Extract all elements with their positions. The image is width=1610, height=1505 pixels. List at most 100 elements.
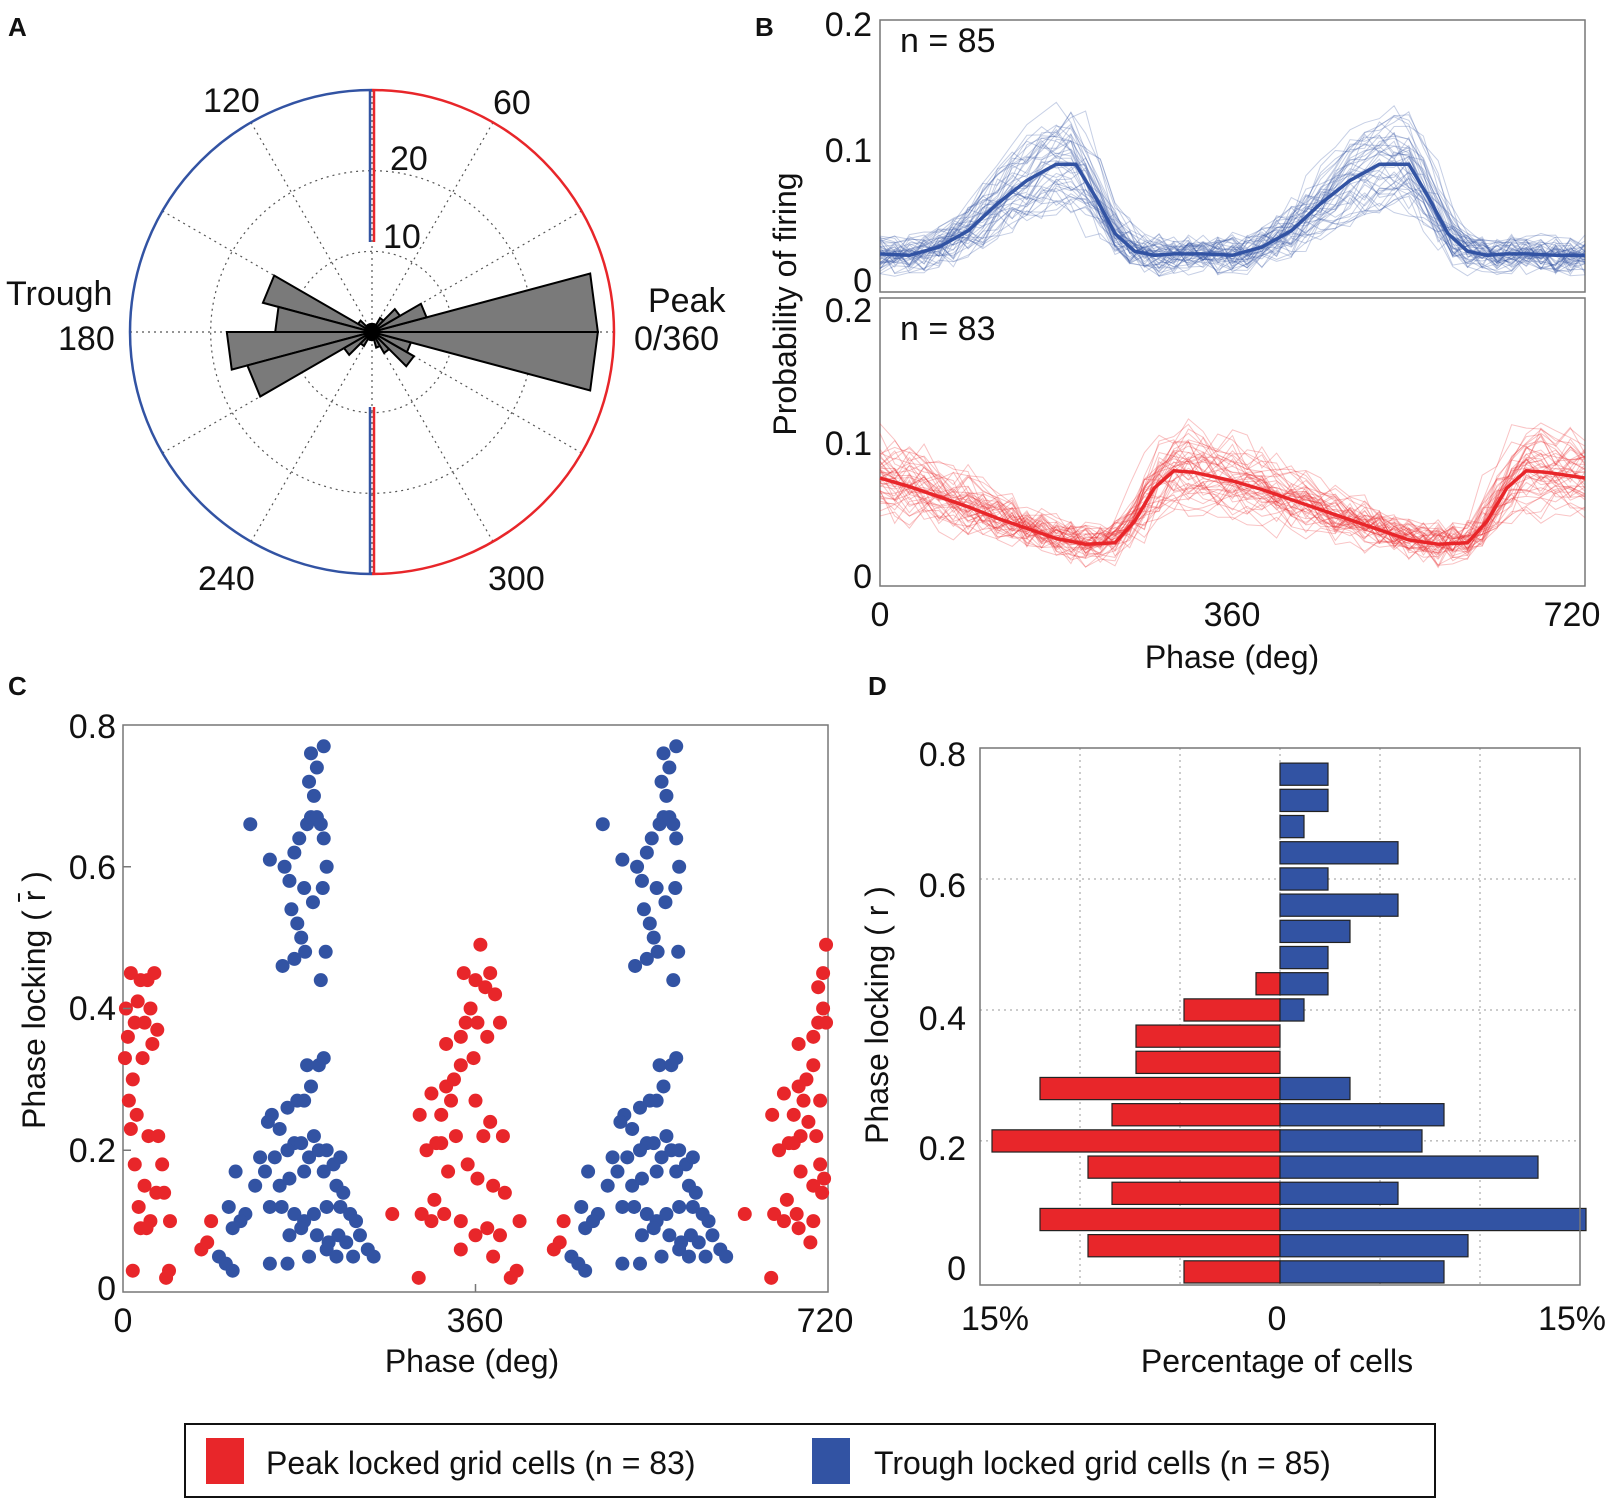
peak-point [456,966,471,981]
peak-point [816,966,831,981]
single-cell-trace [879,187,1586,274]
peak-bar [1039,1076,1281,1101]
trough-point [633,1143,647,1158]
peak-point [143,1001,158,1016]
angle-label-240: 240 [198,560,255,598]
trough-point [685,1150,700,1165]
trough-point [277,859,292,874]
trough-point [581,1164,596,1179]
trough-point [243,817,258,832]
single-cell-trace [879,131,1586,261]
trough-point [221,1199,236,1214]
peak-point [509,1263,524,1278]
peak-point [444,1093,459,1108]
trough-point [672,1242,687,1257]
peak-point [147,966,162,981]
trough-point [260,1114,275,1129]
c-ytick-0: 0 [97,1270,116,1308]
trough-bar [1279,1207,1587,1232]
peak-point [200,1235,215,1250]
trough-point [280,1256,295,1271]
single-cell-trace [879,500,1586,565]
trough-point [646,930,661,945]
peak-point [478,980,493,995]
radial-tick-20: 20 [390,140,428,178]
trough-point [634,1171,649,1186]
peak-point [817,1171,832,1186]
peak-point [809,1129,824,1144]
trough-point [304,1079,318,1094]
trough-bar [1279,867,1329,891]
peak-point [468,1093,483,1108]
c-axis-ticks [123,866,477,1292]
peak-point [480,1221,495,1236]
single-cell-trace [879,418,1586,550]
peak-point [816,1001,831,1016]
peak-point [811,980,826,995]
trough-point [228,1164,243,1179]
trough-point [274,1199,289,1214]
peak-point [427,1192,442,1207]
trough-point [659,1207,674,1222]
single-cell-trace [879,478,1586,552]
trough-point [649,1164,664,1179]
single-cell-trace [879,473,1586,555]
peak-point [120,1029,135,1044]
single-cell-trace [879,466,1586,553]
peak-bar [991,1129,1281,1153]
single-cell-trace [879,160,1586,264]
single-cell-trace [879,471,1586,554]
peak-point [434,1136,449,1151]
peak-point [157,1185,172,1200]
peak-point [150,1022,165,1037]
legend: Peak locked grid cells (n = 83) Trough l… [184,1423,1436,1498]
peak-point [137,1015,152,1030]
trough-point [316,1051,331,1066]
single-cell-trace [879,190,1586,263]
peak-bar [1183,1260,1281,1284]
trough-point [646,1136,661,1151]
single-cell-trace [879,146,1586,272]
trough-point [633,1100,647,1115]
peak-point [468,973,483,988]
b-top-ytick-02: 0.2 [825,6,872,44]
trough-point [701,1214,716,1229]
trough-point [659,788,674,803]
trough-point [302,774,317,789]
d-ytick-02: 0.2 [919,1130,966,1168]
peak-point [204,1214,219,1229]
trough-point [642,916,657,931]
peak-point [448,1129,463,1144]
trough-bar [1279,972,1329,996]
peak-point [163,1214,177,1229]
single-cell-trace [879,125,1586,266]
b-bottom-n-label: n = 83 [900,310,995,348]
trough-point [615,1256,630,1271]
polar-spoke-120 [250,122,373,333]
trough-point [292,831,307,846]
peak-point [779,1192,794,1207]
single-cell-trace [879,453,1586,552]
trough-point [659,1129,674,1144]
polar-spoke-30 [371,210,582,333]
single-cell-trace [879,450,1586,553]
peak-point [480,1029,495,1044]
single-cell-trace [879,460,1586,569]
peak-point [488,987,503,1002]
peak-point [483,1114,498,1129]
peak-bar [1087,1155,1281,1179]
b-xtick-0: 0 [871,596,890,634]
legend-swatch-trough [812,1438,850,1484]
peak-point [151,1129,166,1144]
d-y-axis-label: Phase locking ( r ) [859,886,895,1144]
single-cell-trace [879,189,1586,269]
trough-bar [1279,945,1329,970]
panel-d-histogram: 0 0.2 0.4 0.6 0.8 15% 0 15% Percentage o… [859,736,1606,1379]
trough-point [628,958,643,973]
c-xtick-360: 360 [447,1302,504,1340]
peak-point [412,1107,427,1122]
trough-point [627,1199,642,1214]
peak-point [123,966,138,981]
side-label-trough: Trough [6,275,112,313]
panel-label-d: D [868,671,887,701]
